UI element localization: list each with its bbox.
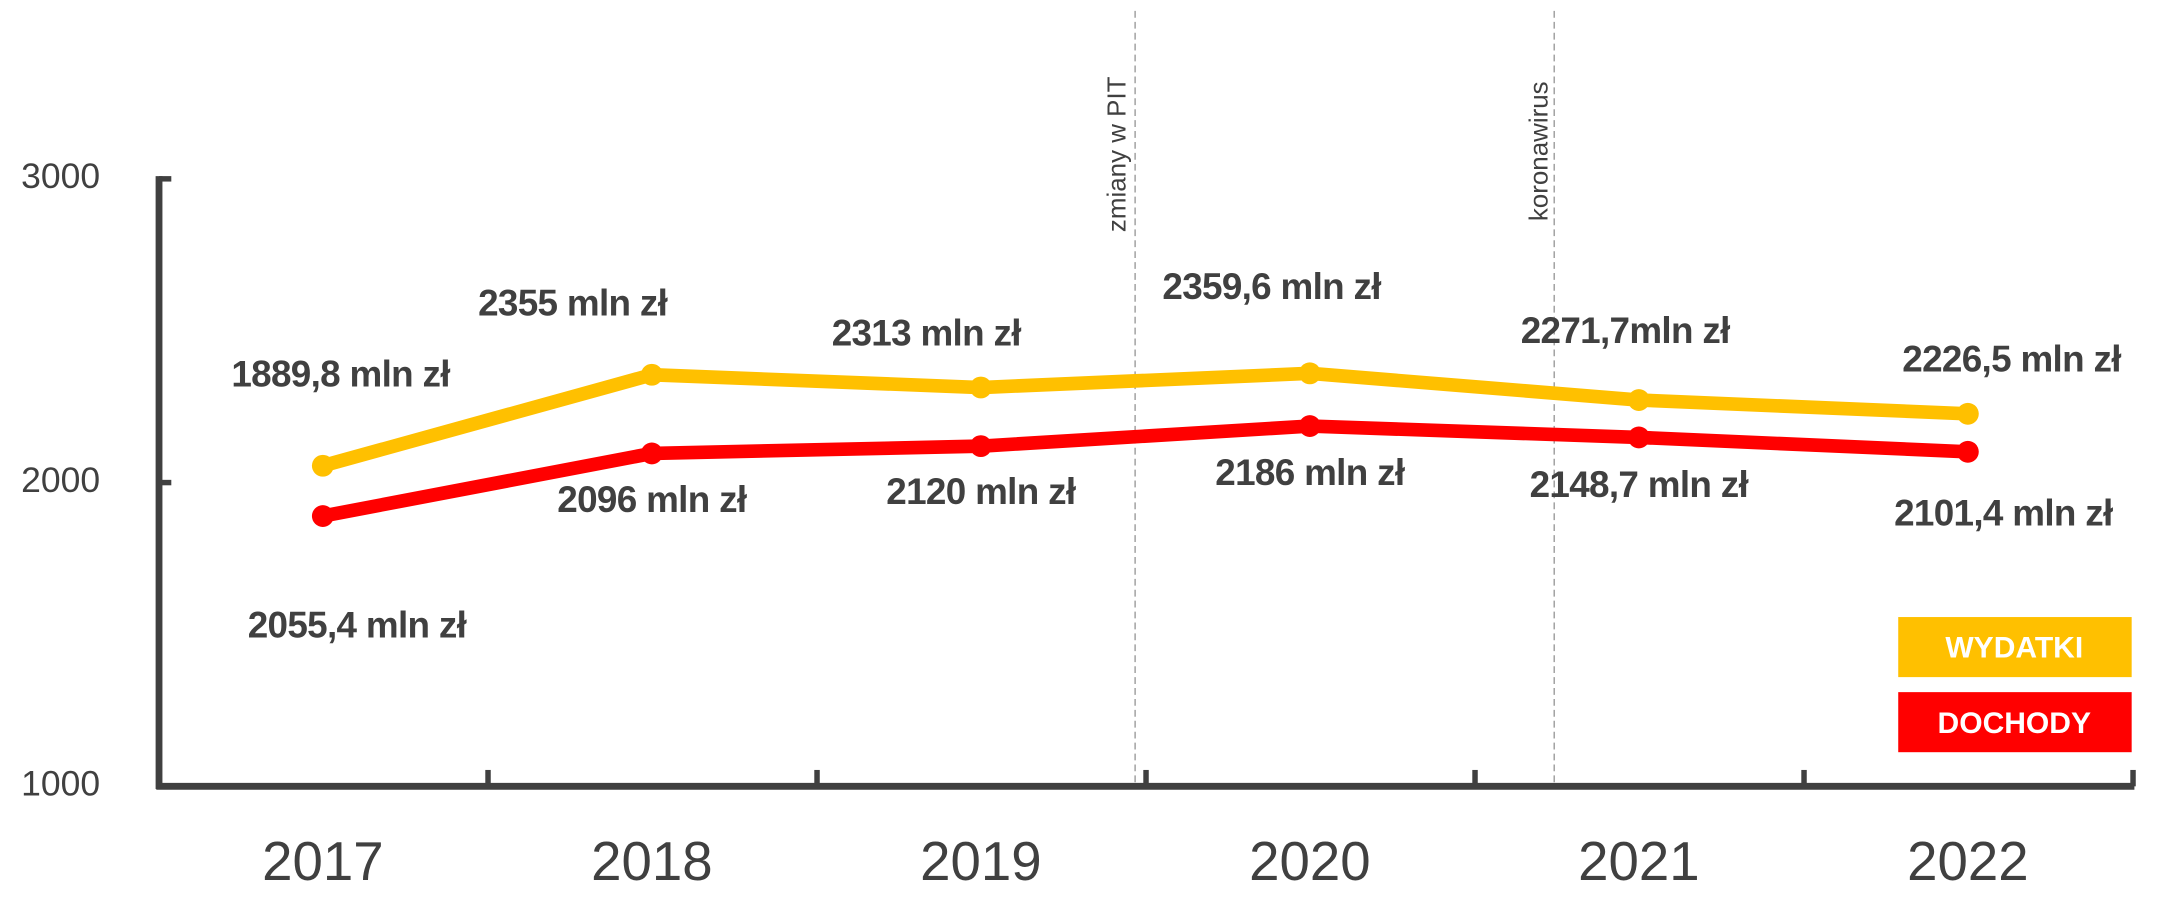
x-tick-label: 2017 [262, 831, 383, 892]
annotation: zmiany w PIT [1104, 76, 1132, 232]
data-label: 2359,6 mln zł [1162, 266, 1381, 307]
data-label: 2186 mln zł [1215, 452, 1405, 493]
data-point [1627, 426, 1650, 449]
legend-swatch [1898, 692, 2132, 753]
x-tick-label: 2022 [1907, 831, 2028, 892]
x-tick-label: 2020 [1249, 831, 1370, 892]
data-label: 2055,4 mln zł [248, 605, 467, 646]
annotation: koronawirus [1525, 81, 1553, 221]
x-tick-label: 2019 [920, 831, 1041, 892]
series-line [321, 366, 1969, 473]
data-label: 2101,4 mln zł [1894, 493, 2113, 534]
legend-swatch [1898, 617, 2132, 678]
data-point [1956, 440, 1979, 463]
data-point [1298, 362, 1321, 385]
data-point [640, 442, 663, 465]
data-point [1627, 389, 1650, 411]
y-tick-label: 2000 [21, 460, 100, 500]
data-label: 1889,8 mln zł [231, 354, 450, 395]
x-tick-label: 2021 [1578, 831, 1699, 892]
data-point [969, 435, 992, 458]
x-tick-label: 2018 [591, 831, 712, 892]
data-label: 2120 mln zł [886, 471, 1076, 512]
data-label: 2096 mln zł [557, 479, 747, 520]
legend-label: WYDATKI [1945, 632, 2083, 665]
data-point [1956, 402, 1979, 425]
y-tick-label: 1000 [21, 764, 100, 804]
data-label: 2313 mln zł [832, 313, 1022, 354]
data-point [640, 363, 663, 386]
data-point [311, 454, 334, 477]
legend-label: DOCHODY [1938, 707, 2091, 740]
series-line [321, 419, 1969, 523]
data-point [969, 376, 992, 399]
data-label: 2226,5 mln zł [1902, 338, 2121, 379]
data-label: 2271,7mln zł [1521, 310, 1730, 351]
y-tick-label: 3000 [21, 156, 100, 196]
data-label: 2355 mln zł [478, 283, 668, 324]
data-point [1298, 415, 1321, 438]
data-point [311, 505, 334, 527]
data-label: 2148,7 mln zł [1530, 464, 1749, 505]
